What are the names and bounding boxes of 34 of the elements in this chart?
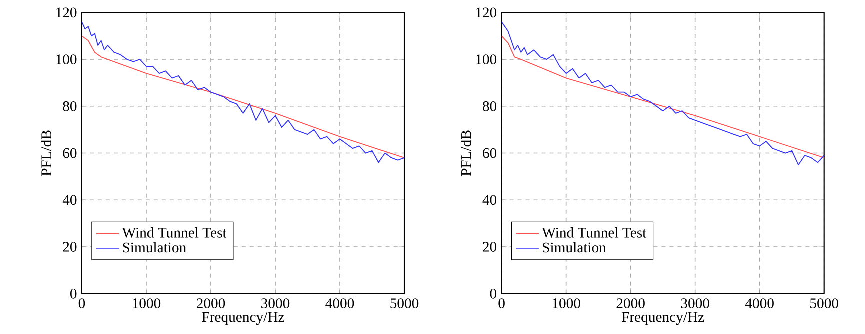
- x-tick-label: 4000: [745, 298, 774, 309]
- legend-label: Wind Tunnel Test: [542, 228, 647, 238]
- y-axis-title: PFL/dB: [41, 130, 52, 176]
- legend-label: Wind Tunnel Test: [122, 228, 227, 238]
- y-tick-label: 40: [62, 195, 77, 206]
- y-tick-label: 40: [482, 195, 497, 206]
- y-tick-label: 100: [56, 54, 77, 65]
- x-tick-label: 2000: [196, 298, 226, 309]
- legend-label: Simulation: [543, 242, 606, 253]
- x-tick-label: 2000: [616, 298, 645, 309]
- y-tick-label: 20: [483, 242, 497, 252]
- x-tick-label: 3000: [262, 298, 290, 309]
- x-tick-label: 5000: [810, 298, 838, 309]
- y-tick-label: 120: [56, 8, 77, 18]
- x-axis-title: Frequency/Hz: [622, 312, 704, 326]
- x-tick-label: 1000: [552, 298, 580, 309]
- x-tick-label: 0: [78, 298, 86, 309]
- y-tick-label: 20: [63, 242, 77, 252]
- x-tick-label: 0: [498, 298, 505, 309]
- x-tick-label: 4000: [326, 298, 354, 309]
- legend-label: Simulation: [123, 242, 186, 253]
- y-axis-title: PFL/dB: [460, 130, 472, 176]
- y-tick-label: 100: [476, 54, 497, 65]
- y-tick-label: 0: [490, 289, 497, 299]
- x-tick-label: 3000: [681, 298, 710, 309]
- x-tick-label: 5000: [390, 298, 419, 309]
- y-tick-label: 80: [63, 102, 77, 112]
- y-tick-label: 0: [70, 289, 77, 299]
- y-tick-label: 60: [483, 148, 497, 158]
- y-tick-label: 80: [483, 102, 497, 112]
- y-tick-label: 60: [63, 148, 77, 158]
- x-tick-label: 1000: [133, 298, 161, 309]
- x-axis-title: Frequency/Hz: [202, 312, 284, 326]
- y-tick-label: 120: [476, 8, 497, 18]
